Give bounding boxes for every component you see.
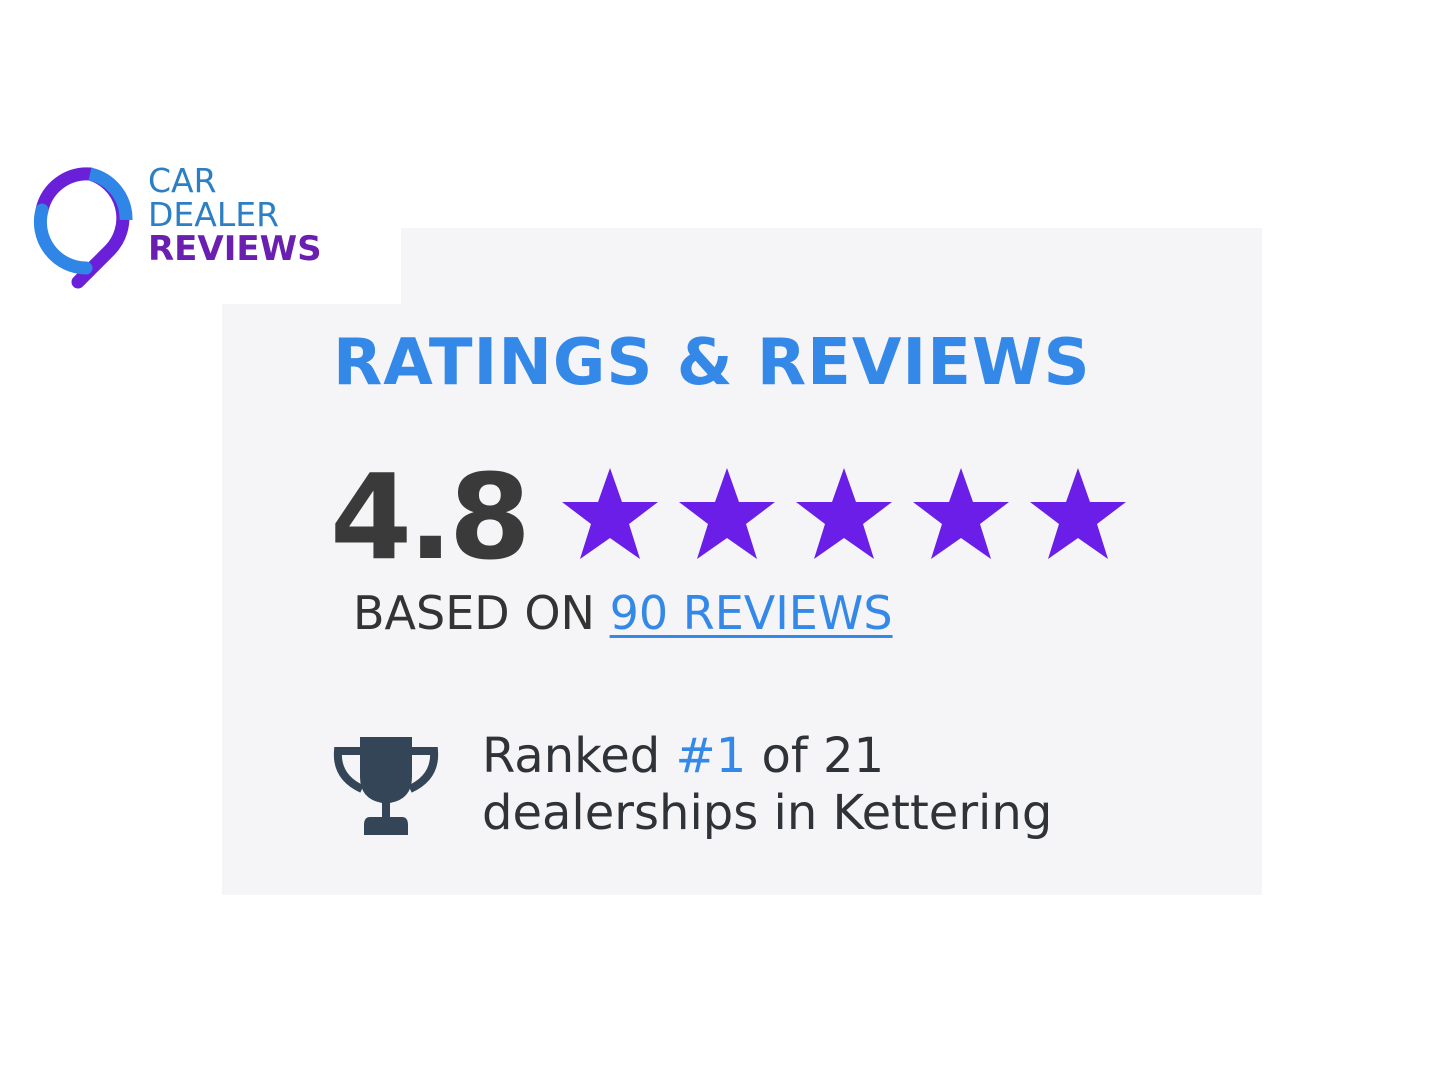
star-icon: [1030, 468, 1126, 559]
star-icon: [679, 468, 775, 559]
rank-value: #1: [675, 728, 747, 784]
rank-text: Ranked #1 of 21 dealerships in Kettering: [482, 728, 1052, 842]
widget-title: RATINGS & REVIEWS: [333, 326, 1091, 400]
logo-icon: [33, 167, 133, 289]
rank-suffix: of 21: [761, 728, 885, 784]
logo-wordmark: CAR DEALER REVIEWS: [148, 161, 322, 269]
logo-line-3: REVIEWS: [148, 229, 322, 269]
logo-line-2: DEALER: [148, 195, 280, 234]
rating-score: 4.8: [330, 448, 531, 586]
star-icon: [562, 468, 658, 559]
star-icon: [796, 468, 892, 559]
logo-line-1: CAR: [148, 161, 217, 200]
based-on-label: BASED ON: [353, 586, 595, 640]
trophy-icon: [333, 737, 439, 835]
reviews-link[interactable]: 90 REVIEWS: [609, 586, 893, 640]
based-on-text: BASED ON 90 REVIEWS: [353, 586, 893, 640]
rank-location: dealerships in Kettering: [482, 785, 1053, 841]
star-icon: [913, 468, 1009, 559]
rank-prefix: Ranked: [482, 728, 661, 784]
star-rating: [560, 466, 1128, 562]
logo-background: [215, 220, 401, 304]
